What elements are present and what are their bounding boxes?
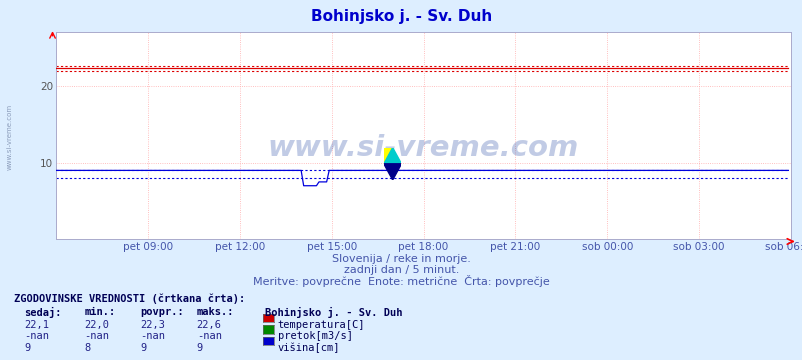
Text: Bohinjsko j. - Sv. Duh: Bohinjsko j. - Sv. Duh [310,9,492,24]
Polygon shape [383,148,401,164]
Text: 22,6: 22,6 [196,320,221,330]
Text: Slovenija / reke in morje.: Slovenija / reke in morje. [332,254,470,264]
Text: povpr.:: povpr.: [140,307,184,317]
Text: -nan: -nan [140,331,165,341]
Text: www.si-vreme.com: www.si-vreme.com [268,134,578,162]
Text: -nan: -nan [84,331,109,341]
Text: 8: 8 [84,343,91,353]
Text: sedaj:: sedaj: [24,307,62,318]
Text: pretok[m3/s]: pretok[m3/s] [277,331,352,341]
Text: -nan: -nan [24,331,49,341]
Polygon shape [383,148,392,164]
Text: 9: 9 [196,343,203,353]
Text: 22,3: 22,3 [140,320,165,330]
Text: www.si-vreme.com: www.si-vreme.com [6,104,12,170]
Text: 9: 9 [140,343,147,353]
Text: zadnji dan / 5 minut.: zadnji dan / 5 minut. [343,265,459,275]
Text: 22,1: 22,1 [24,320,49,330]
Text: maks.:: maks.: [196,307,234,317]
Polygon shape [383,164,401,180]
Text: Bohinjsko j. - Sv. Duh: Bohinjsko j. - Sv. Duh [265,307,402,318]
Text: -nan: -nan [196,331,221,341]
Text: 9: 9 [24,343,30,353]
Text: Meritve: povprečne  Enote: metrične  Črta: povprečje: Meritve: povprečne Enote: metrične Črta:… [253,275,549,287]
Text: temperatura[C]: temperatura[C] [277,320,365,330]
Text: 22,0: 22,0 [84,320,109,330]
Text: ZGODOVINSKE VREDNOSTI (črtkana črta):: ZGODOVINSKE VREDNOSTI (črtkana črta): [14,293,245,304]
Text: min.:: min.: [84,307,115,317]
Text: višina[cm]: višina[cm] [277,343,340,353]
